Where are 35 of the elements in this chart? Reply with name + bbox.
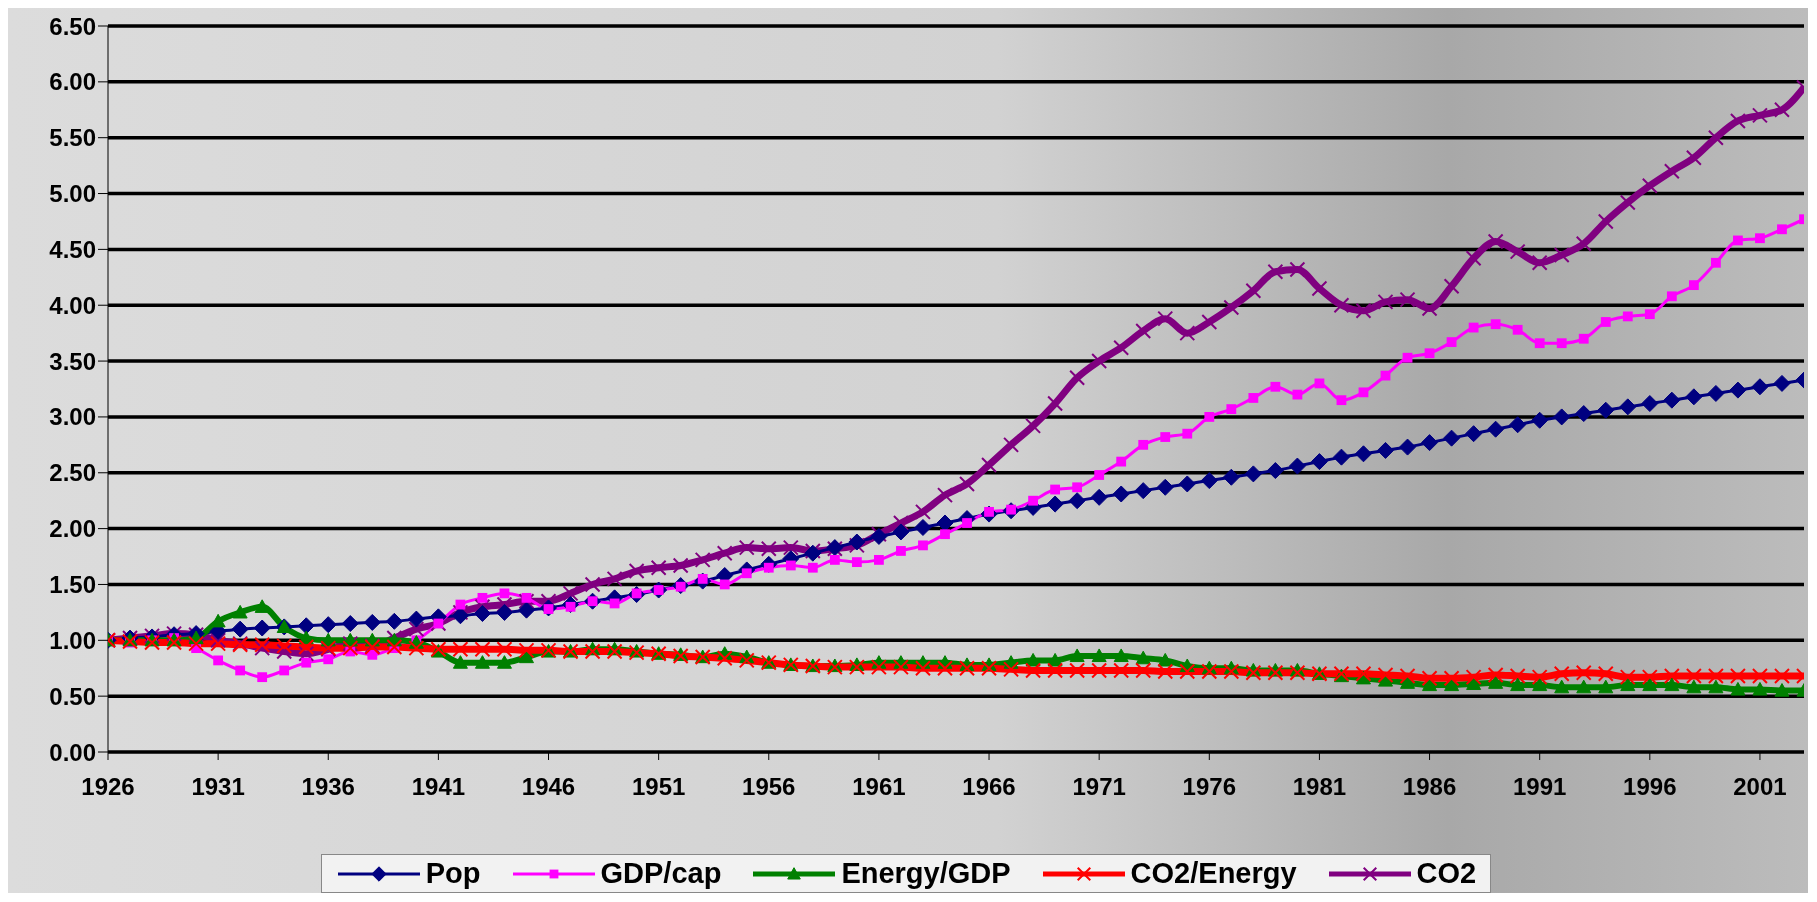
x-tick-label: 1966 <box>962 773 1016 801</box>
x-tick-label: 1986 <box>1402 773 1457 801</box>
y-tick-label: 6.50 <box>49 12 96 40</box>
legend-label: CO2 <box>1416 857 1477 890</box>
legend-label: CO2/Energy <box>1130 857 1297 890</box>
x-tick-label: 1926 <box>81 773 135 801</box>
x-tick-label: 1996 <box>1623 773 1677 801</box>
y-tick-label: 6.00 <box>49 68 96 96</box>
x-tick-label: 1946 <box>521 773 576 801</box>
y-tick-label: 3.00 <box>49 403 96 431</box>
y-tick-label: 4.00 <box>49 291 96 319</box>
y-tick-label: 5.50 <box>49 124 96 152</box>
x-tick-label: 1961 <box>852 773 906 801</box>
x-tick-label: 1981 <box>1292 773 1347 801</box>
x-tick-label: 1931 <box>191 773 245 801</box>
legend-label: Energy/GDP <box>841 857 1011 890</box>
x-tick-label: 1971 <box>1072 773 1126 801</box>
legend-label: GDP/cap <box>600 857 722 890</box>
y-tick-label: 0.00 <box>49 738 96 766</box>
x-tick-label: 1976 <box>1182 773 1236 801</box>
x-tick-label: 1991 <box>1512 773 1567 801</box>
y-tick-label: 5.00 <box>49 180 96 208</box>
y-tick-label: 1.50 <box>49 570 96 598</box>
x-tick-label: 1941 <box>411 773 466 801</box>
y-tick-label: 3.50 <box>49 347 96 375</box>
y-tick-label: 1.00 <box>49 626 96 654</box>
x-tick-label: 1936 <box>301 773 355 801</box>
legend-label: Pop <box>425 857 481 890</box>
x-tick-label: 1956 <box>742 773 796 801</box>
y-tick-label: 2.50 <box>49 459 96 487</box>
y-tick-label: 4.50 <box>49 235 96 263</box>
x-tick-label: 2001 <box>1733 773 1787 801</box>
y-tick-label: 2.00 <box>49 515 96 543</box>
x-tick-label: 1951 <box>631 773 686 801</box>
y-tick-label: 0.50 <box>49 682 96 710</box>
